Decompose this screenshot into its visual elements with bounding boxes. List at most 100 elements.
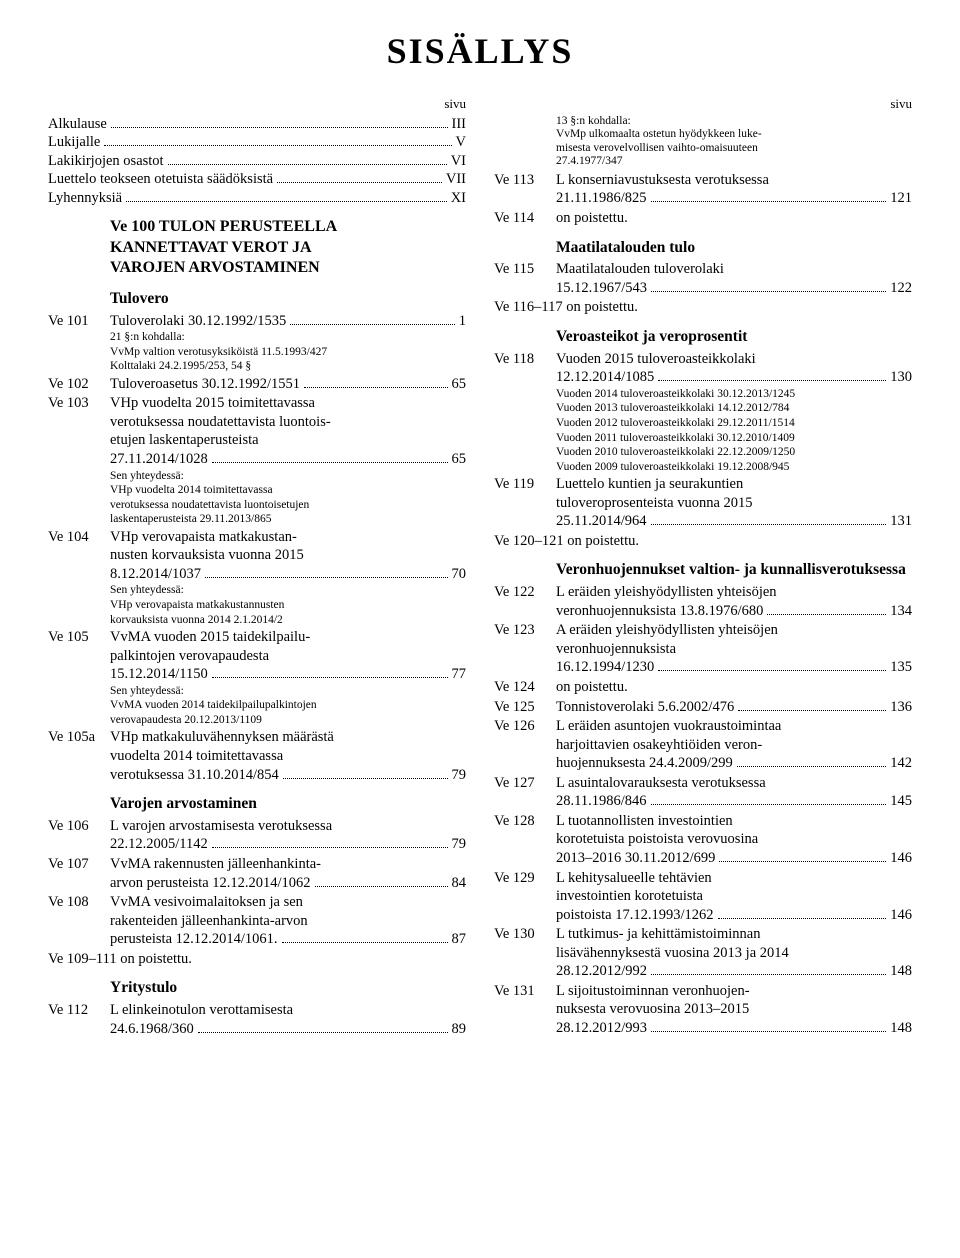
dot-leader: [718, 909, 887, 919]
columns: sivu AlkulauseIIILukijalleVLakikirjojen …: [48, 96, 912, 1039]
removed-entry: Ve 109–111 on poistettu.: [48, 950, 466, 969]
entry-code: Ve 115: [494, 260, 556, 279]
entry-note: Vuoden 2009 tuloveroasteikkolaki 19.12.2…: [556, 461, 912, 475]
entry-note: VvMA vuoden 2014 taidekilpailupalkintoje…: [110, 699, 466, 713]
toc-entry: Ve 101Tuloverolaki 30.12.1992/1535121 §:…: [48, 312, 466, 374]
toc-entry: Ve 112L elinkeinotulon verottamisesta24.…: [48, 1001, 466, 1038]
toc-entry: Ve 105aVHp matkakuluvähennyksen määrästä…: [48, 728, 466, 784]
dot-leader: [212, 453, 448, 463]
front-label: Lukijalle: [48, 133, 100, 152]
entry-text: 15.12.2014/1150: [110, 665, 208, 684]
entry-text: 8.12.2014/1037: [110, 565, 201, 584]
entry-code: Ve 131: [494, 982, 556, 1001]
dot-leader: [738, 701, 886, 711]
entry-body: L konserniavustuksesta verotuksessa21.11…: [556, 171, 912, 208]
front-page: XI: [451, 189, 466, 208]
entry-line: 16.12.1994/1230135: [556, 658, 912, 677]
entry-code: Ve 103: [48, 394, 110, 413]
entry-page: 65: [452, 450, 467, 469]
toc-entry: Ve 127L asuintalovarauksesta verotuksess…: [494, 774, 912, 811]
entry-page: 148: [890, 1019, 912, 1038]
front-line: Luettelo teokseen otetuista säädöksistäV…: [48, 170, 466, 189]
entry-note: verovapaudesta 20.12.2013/1109: [110, 714, 466, 728]
entry-page: 130: [890, 368, 912, 387]
entry-body: L kehitysalueelle tehtävieninvestointien…: [556, 869, 912, 925]
front-line: Lakikirjojen osastotVI: [48, 152, 466, 171]
chapter-heading: Ve 100 TULON PERUSTEELLAKANNETTAVAT VERO…: [110, 217, 466, 278]
entry-line: VHp verovapaista matkakustan-: [110, 528, 466, 547]
entry-line: korotetuista poistoista verovuosina: [556, 830, 912, 849]
section-heading: Yritystulo: [110, 978, 466, 998]
entry-line: Tuloverolaki 30.12.1992/15351: [110, 312, 466, 331]
toc-entry: Ve 115Maatilatalouden tuloverolaki15.12.…: [494, 260, 912, 297]
entry-line: lisävähennyksestä vuosina 2013 ja 2014: [556, 944, 912, 963]
note-line: 27.4.1977/347: [556, 155, 912, 169]
front-label: Alkulause: [48, 115, 107, 134]
dot-leader: [104, 136, 451, 146]
toc-entry: Ve 106L varojen arvostamisesta verotukse…: [48, 817, 466, 854]
entry-text: Tuloverolaki 30.12.1992/1535: [110, 312, 286, 331]
entry-code: Ve 128: [494, 812, 556, 831]
dot-leader: [282, 934, 448, 944]
entry-body: L tuotannollisten investointienkorotetui…: [556, 812, 912, 868]
toc-entry: Ve 103VHp vuodelta 2015 toimitettavassav…: [48, 394, 466, 526]
entry-code: Ve 108: [48, 893, 110, 912]
toc-entry: Ve 108VvMA vesivoimalaitoksen ja senrake…: [48, 893, 466, 949]
entry-line: arvon perusteista 12.12.2014/106284: [110, 874, 466, 893]
entry-body: VHp matkakuluvähennyksen määrästävuodelt…: [110, 728, 466, 784]
dot-leader: [651, 796, 887, 806]
entry-line: 8.12.2014/103770: [110, 565, 466, 584]
entry-line: A eräiden yleishyödyllisten yhteisöjen: [556, 621, 912, 640]
entry-line: investointien korotetuista: [556, 887, 912, 906]
entry-text: 16.12.1994/1230: [556, 658, 654, 677]
dot-leader: [719, 852, 886, 862]
entry-note: verotuksessa noudatettavista luontoisetu…: [110, 499, 466, 513]
column-left: sivu AlkulauseIIILukijalleVLakikirjojen …: [48, 96, 466, 1039]
entry-line: harjoittavien osakeyhtiöiden veron-: [556, 736, 912, 755]
entry-body: Luettelo kuntien ja seurakuntientulovero…: [556, 475, 912, 531]
toc-entry: Ve 122L eräiden yleishyödyllisten yhteis…: [494, 583, 912, 620]
entry-line: nuksesta verovuosina 2013–2015: [556, 1000, 912, 1019]
entry-code: Ve 130: [494, 925, 556, 944]
entry-code: Ve 107: [48, 855, 110, 874]
entry-code: Ve 102: [48, 375, 110, 394]
entry-code: Ve 123: [494, 621, 556, 640]
dot-leader: [111, 118, 448, 128]
removed-entry: Ve 116–117 on poistettu.: [494, 298, 912, 317]
entry-code: Ve 104: [48, 528, 110, 547]
toc-entry: Ve 124on poistettu.: [494, 678, 912, 697]
entry-page: 148: [890, 962, 912, 981]
entry-line: VvMA rakennusten jälleenhankinta-: [110, 855, 466, 874]
front-matter: AlkulauseIIILukijalleVLakikirjojen osast…: [48, 115, 466, 208]
entry-page: 134: [890, 602, 912, 621]
sivu-label-left: sivu: [48, 96, 466, 113]
entry-text: 28.11.1986/846: [556, 792, 647, 811]
dot-leader: [212, 839, 448, 849]
entry-text: 27.11.2014/1028: [110, 450, 208, 469]
entry-code: Ve 101: [48, 312, 110, 331]
entry-line: L tuotannollisten investointien: [556, 812, 912, 831]
toc-entry: Ve 105VvMA vuoden 2015 taidekilpailu-pal…: [48, 628, 466, 727]
entry-line: rakenteiden jälleenhankinta-arvon: [110, 912, 466, 931]
entry-line: VHp matkakuluvähennyksen määrästä: [110, 728, 466, 747]
front-label: Luettelo teokseen otetuista säädöksistä: [48, 170, 273, 189]
note-line: 13 §:n kohdalla:: [556, 115, 912, 129]
entry-line: L kehitysalueelle tehtävien: [556, 869, 912, 888]
dot-leader: [198, 1023, 448, 1033]
entry-text: 21.11.1986/825: [556, 189, 647, 208]
removed-entry: Ve 120–121 on poistettu.: [494, 532, 912, 551]
entry-body: Tuloverolaki 30.12.1992/1535121 §:n kohd…: [110, 312, 466, 374]
column-right: sivu 13 §:n kohdalla:VvMp ulkomaalta ost…: [494, 96, 912, 1039]
entry-text: 2013–2016 30.11.2012/699: [556, 849, 715, 868]
dot-leader: [277, 174, 442, 184]
entry-note: VHp verovapaista matkakustannusten: [110, 599, 466, 613]
dot-leader: [651, 1022, 886, 1032]
entry-page: 79: [452, 835, 467, 854]
toc-entry: Ve 131L sijoitustoiminnan veronhuojen-nu…: [494, 982, 912, 1038]
entry-page: 146: [890, 906, 912, 925]
front-line: LyhennyksiäXI: [48, 189, 466, 208]
dot-leader: [212, 669, 448, 679]
entry-note: VvMp valtion verotusyksiköistä 11.5.1993…: [110, 346, 466, 360]
entry-line: L eräiden asuntojen vuokraustoimintaa: [556, 717, 912, 736]
entry-page: 79: [452, 766, 467, 785]
